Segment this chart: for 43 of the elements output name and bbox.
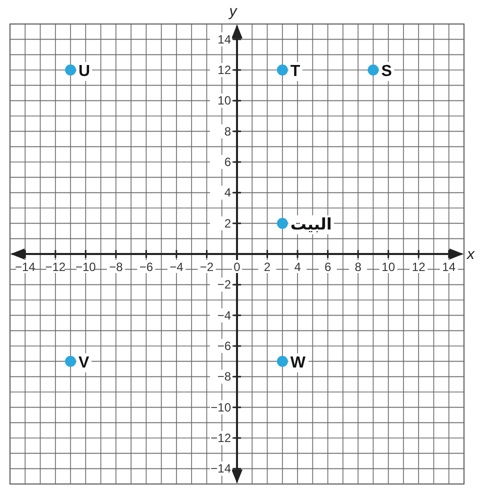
point [276,64,288,76]
x-tick-label: 2 [264,260,271,274]
y-tick-label: −2 [217,278,232,292]
x-tick-label: −14 [14,260,36,274]
x-tick-label: −10 [75,260,96,274]
y-axis-title: y [228,3,238,20]
y-tick-label: 4 [224,186,232,200]
x-axis-title: x [466,246,475,263]
point [276,218,288,229]
x-tick-label: −8 [109,260,124,274]
x-tick-label: 6 [324,260,332,274]
y-tick-label: 6 [224,155,232,169]
y-tick-label: 8 [224,124,232,138]
x-tick-label: 4 [294,260,302,274]
point [65,356,76,367]
x-tick-label: −12 [45,260,66,274]
x-tick-label: −2 [200,260,214,274]
y-tick-label: −8 [217,370,232,384]
y-tick-label: −4 [217,308,232,322]
annotation: W [290,354,306,372]
annotation: البيت [290,216,332,234]
x-tick-label: −6 [139,260,154,274]
point [65,64,76,76]
x-tick-label: −4 [170,260,184,274]
x-tick-label: 8 [354,260,362,274]
y-tick-label: −6 [217,339,232,353]
x-tick-label: 12 [412,260,426,274]
y-tick-label: 14 [218,32,232,46]
point [276,356,288,367]
y-tick-label: 2 [224,216,232,230]
y-tick-label: −12 [210,431,232,445]
annotation: U [78,63,90,80]
annotation: V [78,354,90,372]
y-tick-label: 10 [218,94,232,108]
annotation: T [290,63,300,80]
y-tick-label: 12 [218,63,232,77]
y-tick-label: −10 [210,400,232,414]
x-tick-label: 10 [382,260,396,274]
x-tick-label: 14 [442,260,456,274]
x-tick-label: 0 [234,260,241,274]
annotation: S [381,63,392,80]
y-tick-label: −14 [210,462,232,476]
point [368,64,379,76]
